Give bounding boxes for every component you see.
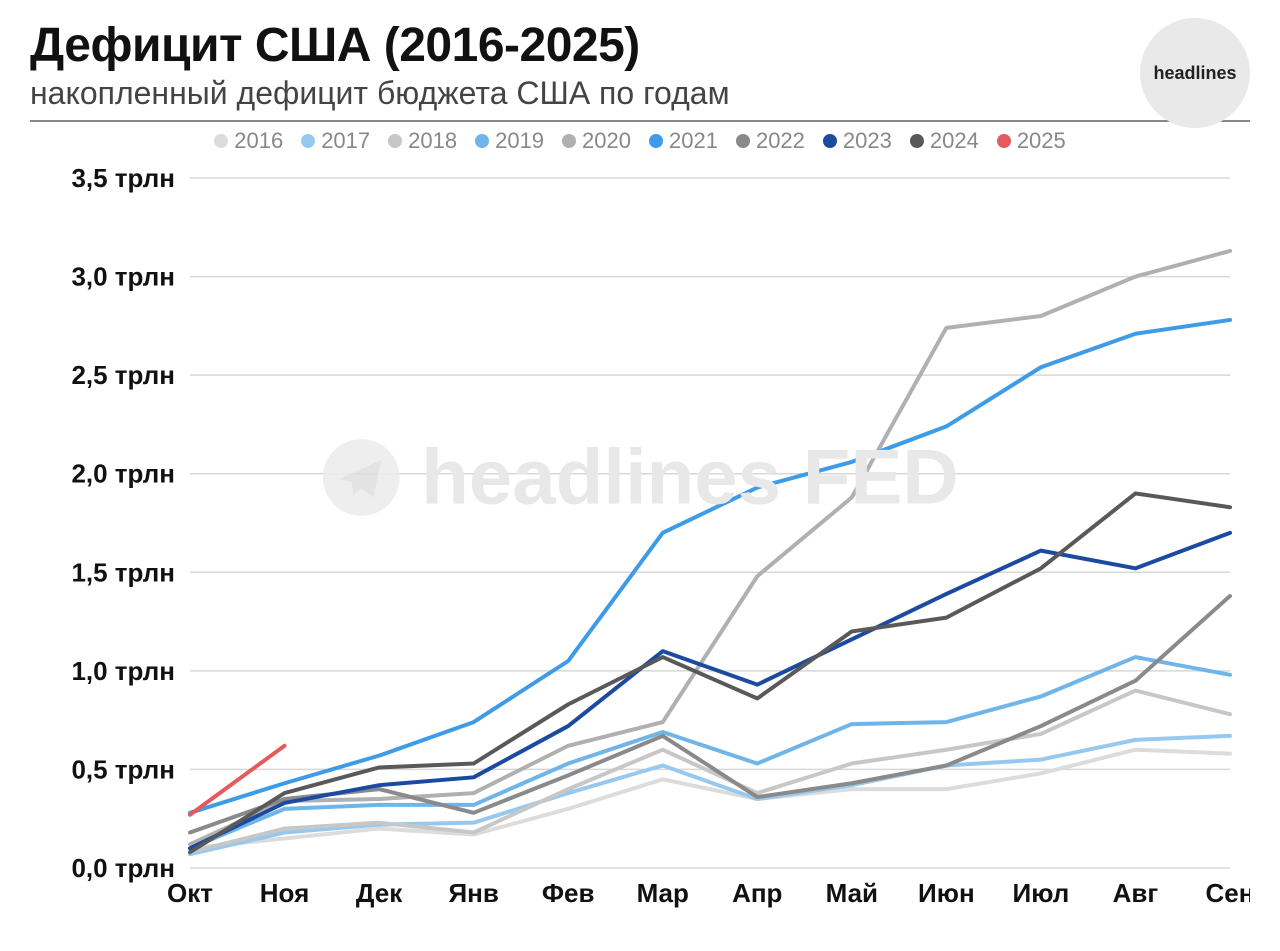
x-tick-label: Янв — [448, 878, 498, 908]
legend-label: 2023 — [843, 128, 892, 154]
series-line — [190, 320, 1230, 813]
chart-legend: 2016 2017 2018 2019 2020 2021 2022 2023 2024 2025 — [30, 128, 1250, 154]
legend-label: 2016 — [234, 128, 283, 154]
logo-text: headlines — [1153, 63, 1236, 84]
chart-subtitle: накопленный дефицит бюджета США по годам — [30, 75, 1250, 112]
y-tick-label: 2,5 трлн — [71, 360, 175, 390]
legend-item: 2019 — [475, 128, 544, 154]
legend-dot-icon — [736, 134, 750, 148]
x-tick-label: Сен — [1206, 878, 1250, 908]
chart-container: headlines Дефицит США (2016-2025) накопл… — [0, 0, 1280, 951]
legend-item: 2024 — [910, 128, 979, 154]
legend-dot-icon — [214, 134, 228, 148]
legend-dot-icon — [475, 134, 489, 148]
x-tick-label: Апр — [732, 878, 782, 908]
x-tick-label: Дек — [356, 878, 403, 908]
legend-dot-icon — [823, 134, 837, 148]
legend-label: 2025 — [1017, 128, 1066, 154]
chart-area: headlines FED 0,0 трлн0,5 трлн1,0 трлн1,… — [30, 158, 1250, 918]
chart-title: Дефицит США (2016-2025) — [30, 18, 1250, 73]
legend-label: 2017 — [321, 128, 370, 154]
y-tick-label: 3,0 трлн — [71, 262, 175, 292]
legend-label: 2022 — [756, 128, 805, 154]
logo-badge: headlines — [1140, 18, 1250, 128]
series-line — [190, 736, 1230, 854]
series-line — [190, 251, 1230, 844]
legend-dot-icon — [388, 134, 402, 148]
legend-item: 2021 — [649, 128, 718, 154]
legend-item: 2023 — [823, 128, 892, 154]
legend-label: 2018 — [408, 128, 457, 154]
y-tick-label: 1,5 трлн — [71, 557, 175, 587]
legend-label: 2020 — [582, 128, 631, 154]
x-tick-label: Мар — [637, 878, 689, 908]
legend-label: 2019 — [495, 128, 544, 154]
x-tick-label: Авг — [1113, 878, 1159, 908]
legend-label: 2024 — [930, 128, 979, 154]
x-tick-label: Июл — [1013, 878, 1070, 908]
y-tick-label: 0,0 трлн — [71, 853, 175, 883]
y-tick-label: 2,0 трлн — [71, 459, 175, 489]
legend-item: 2020 — [562, 128, 631, 154]
legend-dot-icon — [997, 134, 1011, 148]
series-line — [190, 596, 1230, 833]
x-tick-label: Окт — [167, 878, 213, 908]
chart-svg: 0,0 трлн 0,5 трлн 1,0 трлн 1,5 трлн 2,0 трлн… — [30, 158, 1250, 918]
legend-item: 2022 — [736, 128, 805, 154]
legend-label: 2021 — [669, 128, 718, 154]
x-tick-label: Май — [826, 878, 878, 908]
x-tick-label: Ноя — [260, 878, 310, 908]
y-tick-label: 1,0 трлн — [71, 656, 175, 686]
x-tick-label: Фев — [542, 878, 595, 908]
y-tick-label: 3,5 трлн — [71, 163, 175, 193]
legend-item: 2018 — [388, 128, 457, 154]
legend-dot-icon — [301, 134, 315, 148]
title-divider — [30, 120, 1250, 122]
legend-dot-icon — [649, 134, 663, 148]
y-tick-label: 0,5 трлн — [71, 754, 175, 784]
legend-item: 2017 — [301, 128, 370, 154]
legend-dot-icon — [910, 134, 924, 148]
x-tick-label: Июн — [918, 878, 975, 908]
legend-item: 2025 — [997, 128, 1066, 154]
legend-dot-icon — [562, 134, 576, 148]
legend-item: 2016 — [214, 128, 283, 154]
